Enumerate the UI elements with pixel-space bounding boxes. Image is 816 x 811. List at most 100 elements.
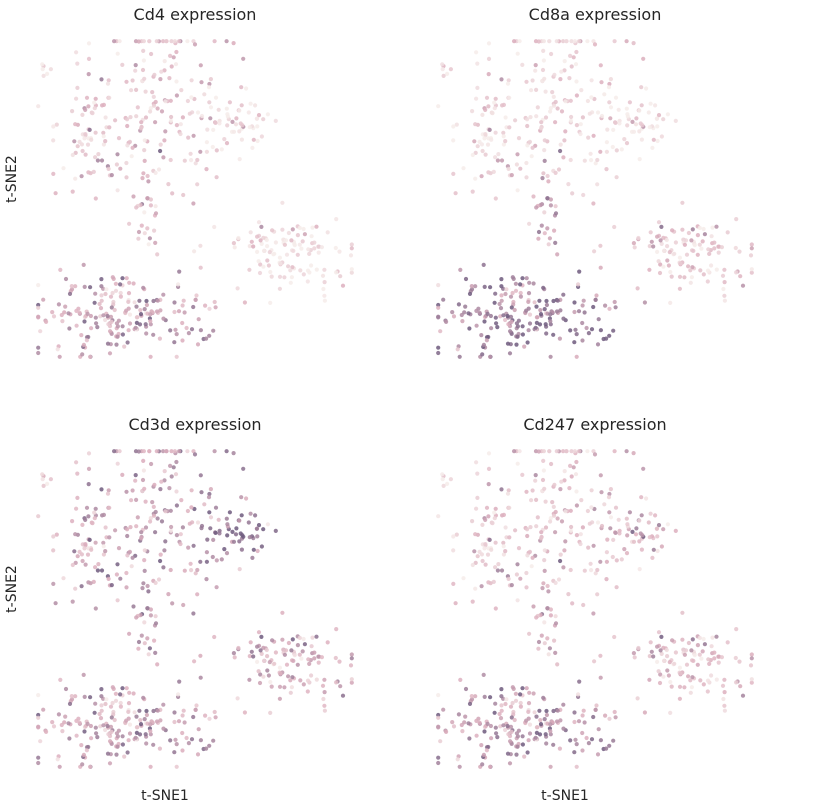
data-point	[106, 488, 111, 493]
data-point	[95, 735, 100, 740]
data-point	[207, 100, 212, 105]
data-point	[272, 251, 277, 256]
data-point	[580, 730, 585, 736]
data-point	[524, 686, 529, 691]
data-point	[639, 495, 644, 500]
data-point	[533, 473, 538, 478]
data-point	[115, 598, 120, 603]
data-point	[608, 116, 613, 121]
data-point	[558, 558, 563, 564]
data-point	[536, 229, 542, 235]
data-point	[247, 244, 252, 249]
data-point	[697, 225, 702, 230]
data-point	[51, 138, 56, 143]
data-point	[118, 692, 123, 697]
data-point	[214, 558, 219, 563]
data-point	[591, 39, 596, 44]
data-point	[224, 141, 230, 146]
data-point	[499, 703, 504, 708]
data-point	[137, 732, 143, 737]
data-point	[469, 694, 474, 699]
data-point	[213, 505, 219, 510]
data-point	[485, 721, 490, 727]
data-point	[553, 99, 558, 105]
data-point	[174, 764, 179, 769]
data-point	[526, 716, 531, 721]
data-point	[616, 517, 621, 522]
data-point	[659, 634, 664, 640]
data-point	[589, 78, 594, 83]
data-point	[451, 138, 456, 143]
data-point	[126, 291, 132, 296]
data-point	[198, 149, 203, 154]
data-point	[114, 731, 119, 736]
data-point	[572, 309, 577, 315]
data-point	[542, 620, 547, 625]
data-point	[668, 679, 673, 685]
data-point	[599, 80, 604, 85]
data-point	[568, 328, 573, 333]
data-point	[198, 653, 203, 658]
data-point	[204, 336, 209, 341]
data-point	[688, 280, 693, 285]
data-point	[651, 547, 656, 552]
data-point	[559, 519, 565, 524]
data-point	[124, 79, 129, 84]
data-point	[608, 105, 614, 110]
data-point	[89, 137, 94, 142]
data-point	[158, 142, 163, 147]
data-point	[44, 319, 49, 324]
data-point	[470, 519, 475, 524]
data-point	[93, 130, 98, 135]
scatter-panel: Cd8a expression	[436, 5, 754, 359]
data-point	[63, 686, 69, 692]
data-point	[536, 39, 541, 44]
data-point	[531, 281, 536, 286]
data-point	[631, 129, 637, 134]
data-point	[677, 274, 683, 279]
data-point	[126, 709, 131, 715]
data-point	[712, 656, 717, 661]
data-point	[142, 717, 147, 722]
data-point	[86, 334, 91, 340]
data-point	[126, 306, 131, 311]
data-point	[722, 293, 727, 298]
data-point	[637, 567, 642, 572]
data-point	[163, 539, 168, 544]
data-point	[63, 276, 69, 282]
data-point	[277, 684, 283, 689]
data-point	[48, 67, 54, 72]
data-point	[559, 69, 564, 74]
data-point	[581, 708, 586, 713]
data-point	[86, 56, 92, 62]
data-point	[212, 224, 217, 230]
data-point	[284, 252, 290, 257]
data-point	[539, 536, 544, 541]
data-point	[508, 329, 513, 334]
data-point	[77, 549, 82, 555]
data-point	[492, 100, 497, 105]
data-point	[469, 697, 475, 702]
x-axis-label: t-SNE1	[541, 788, 589, 804]
data-point	[513, 528, 518, 533]
data-point	[737, 249, 742, 254]
data-point	[631, 651, 637, 656]
data-point	[107, 761, 113, 766]
data-point	[577, 39, 582, 44]
data-point	[50, 720, 55, 725]
data-point	[237, 567, 242, 572]
data-point	[543, 89, 548, 94]
data-point	[189, 488, 194, 493]
data-point	[749, 656, 754, 661]
data-point	[689, 275, 695, 280]
data-point	[571, 465, 576, 470]
data-point	[126, 328, 131, 333]
data-point	[562, 469, 567, 474]
data-point	[83, 542, 88, 547]
data-point	[625, 533, 630, 538]
data-point	[499, 284, 504, 289]
data-point	[124, 175, 129, 180]
data-point	[677, 684, 683, 689]
data-point	[714, 267, 719, 272]
data-point	[686, 230, 692, 236]
